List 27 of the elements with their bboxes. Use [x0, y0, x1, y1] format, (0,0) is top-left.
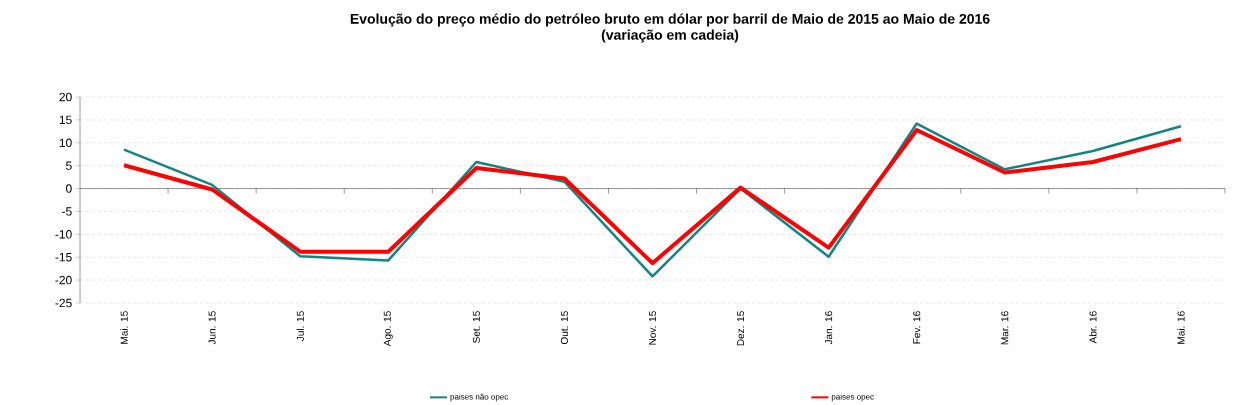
legend-label: paises opec: [831, 393, 874, 402]
legend-label: paises não opec: [450, 393, 509, 402]
x-tick-label: Jan. 16: [825, 311, 833, 345]
y-tick-label: 0: [66, 184, 72, 193]
x-tick-label: Mai. 15: [120, 311, 128, 344]
x-tick-label: Mai. 16: [1177, 311, 1185, 344]
x-tick-label: Jun. 15: [208, 311, 216, 345]
chart-subtitle: (variação em cadeia): [601, 29, 739, 43]
chart-title: Evolução do preço médio do petróleo bruto em dólar por barril de Maio de 2015 ao Maio de 2016: [350, 13, 990, 27]
x-tick-label: Set. 15: [472, 311, 480, 343]
y-tick-label: -15: [55, 253, 72, 262]
x-tick-label: Out. 15: [560, 311, 568, 345]
y-tick-label: -25: [55, 298, 72, 308]
x-tick-label: Ago. 15: [383, 311, 393, 347]
y-tick-label: 10: [59, 138, 72, 148]
x-tick-label: Fev. 16: [913, 311, 921, 344]
y-tick-label: 15: [59, 115, 72, 125]
x-tick-label: Abr. 16: [1089, 311, 1097, 344]
x-tick-label: Nov. 15: [649, 311, 656, 345]
x-tick-label: Dez. 15: [737, 311, 745, 346]
y-tick-label: -10: [55, 230, 72, 239]
y-tick-label: 20: [59, 92, 72, 102]
y-tick-label: -20: [55, 275, 72, 285]
y-tick-label: -5: [62, 207, 72, 216]
x-tick-label: Mar. 16: [1001, 311, 1009, 345]
x-tick-label: Jul. 15: [296, 311, 304, 342]
y-tick-label: 5: [66, 161, 72, 170]
